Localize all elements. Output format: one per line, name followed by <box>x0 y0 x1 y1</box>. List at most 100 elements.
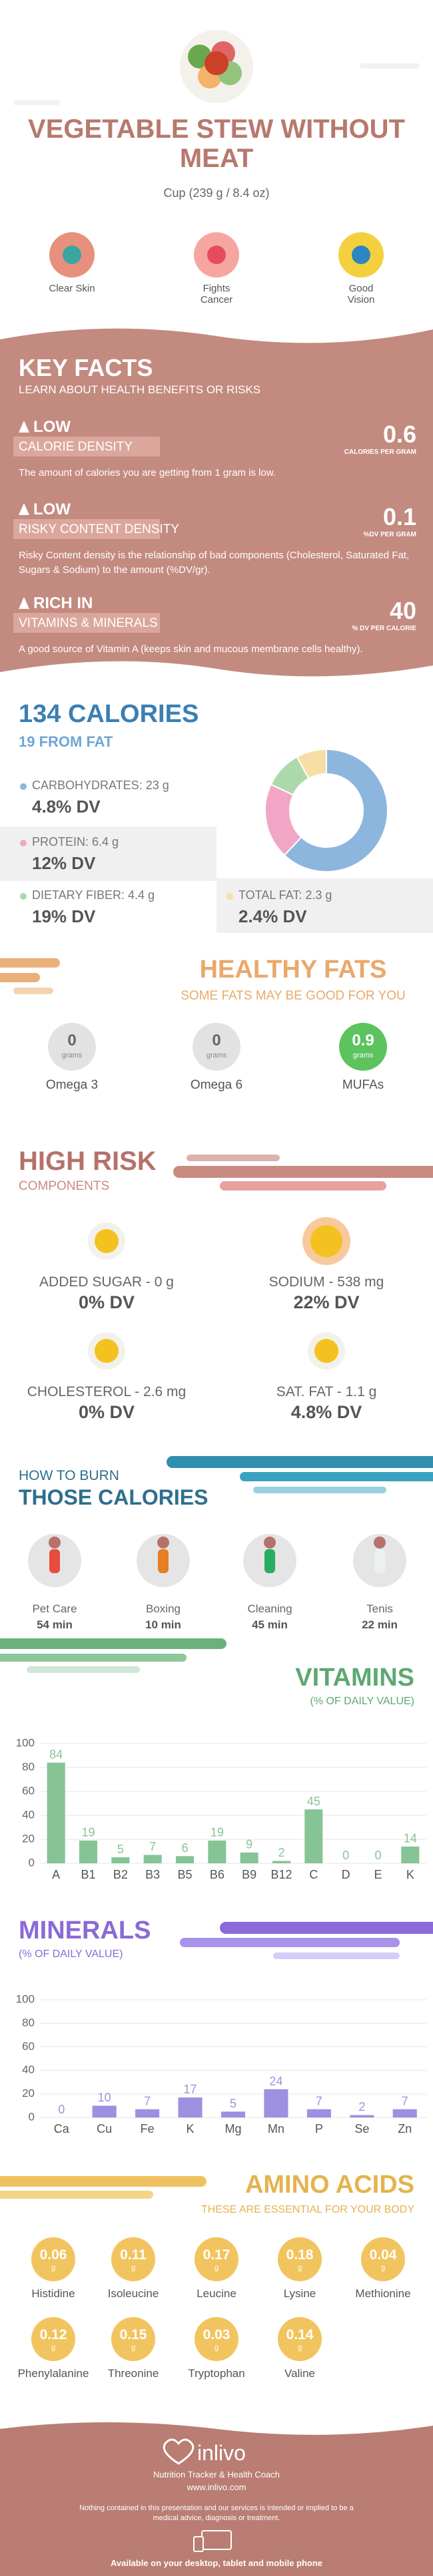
bar <box>143 1855 162 1863</box>
fact-label: RISKY CONTENT DENSITY <box>19 522 180 536</box>
fact-label: CALORIE DENSITY <box>19 440 133 454</box>
risk-dv: 22% DV <box>293 1292 360 1312</box>
x-tick-label: B5 <box>177 1868 192 1881</box>
value-label: 7 <box>149 1840 156 1853</box>
fat-name: Omega 3 <box>45 1078 99 1092</box>
amino-circle <box>31 2237 75 2281</box>
y-tick-label: 100 <box>16 1736 35 1749</box>
amino-unit: g <box>380 2264 386 2272</box>
value-label: 0 <box>374 1849 381 1862</box>
fact-icon <box>19 503 29 515</box>
activity-head <box>374 1537 386 1549</box>
legend-dot <box>20 840 27 846</box>
section-subtitle: LEARN ABOUT HEALTH BENEFITS OR RISKS <box>19 383 261 396</box>
activity-head <box>157 1537 169 1549</box>
x-tick-label: Zn <box>398 2122 412 2135</box>
amino-circle <box>195 2317 238 2361</box>
section-title: KEY FACTS <box>19 354 153 381</box>
decor-stripe <box>173 1166 433 1178</box>
value-label: 0 <box>58 2103 65 2116</box>
fact-value: 0.1 <box>382 503 416 530</box>
device-icon <box>193 2536 204 2552</box>
footer-disclaimer: Nothing contained in this presentation a… <box>79 2504 354 2523</box>
fact-icon <box>19 421 29 433</box>
y-tick-label: 20 <box>22 2087 35 2100</box>
fat-value: 0 <box>212 1031 221 1049</box>
value-label: 5 <box>117 1843 124 1856</box>
bar <box>306 2109 331 2117</box>
label-box <box>13 613 160 633</box>
activity-name: Boxing <box>146 1602 181 1615</box>
activity-body <box>158 1549 169 1573</box>
value-label: 7 <box>402 2094 408 2108</box>
fact-label: VITAMINS & MINERALS <box>19 616 158 630</box>
benefit-label: Fights Cancer <box>200 283 233 306</box>
risk-dv: 0% DV <box>78 1292 135 1312</box>
fact-unit: %DV PER GRAM <box>363 531 416 538</box>
bar <box>92 2106 117 2117</box>
nutrient-box <box>217 878 433 933</box>
legend-dot <box>226 893 233 900</box>
bar <box>401 1846 420 1863</box>
amino-name: Isoleucine <box>107 2287 159 2300</box>
y-tick-label: 40 <box>22 1808 35 1821</box>
fat-circle <box>339 1023 387 1071</box>
value-label: 10 <box>98 2091 111 2104</box>
decor-stripe <box>273 1952 400 1959</box>
x-tick-label: Ca <box>54 2122 70 2135</box>
bar <box>47 1762 65 1863</box>
benefit-label: Clear Skin <box>49 283 95 294</box>
amino-value: 0.12 <box>39 2327 67 2342</box>
nutrient-dv: 12% DV <box>32 853 96 873</box>
amino-value: 0.04 <box>369 2247 397 2263</box>
bar <box>175 1856 195 1863</box>
fact-unit: % DV PER CALORIE <box>352 625 416 632</box>
risk-icon <box>314 1339 338 1363</box>
benefit-label: Good Vision <box>347 283 375 306</box>
nutrient-name: TOTAL FAT: 2.3 g <box>238 888 332 902</box>
activity-time: 45 min <box>252 1618 288 1631</box>
activity-name: Pet Care <box>32 1602 77 1615</box>
x-tick-label: B9 <box>242 1868 256 1881</box>
bar <box>135 2109 160 2117</box>
fact-value: 0.6 <box>382 421 416 448</box>
fat-unit: grams <box>206 1051 227 1059</box>
section-title: HEALTHY FATS <box>199 956 387 984</box>
y-tick-label: 80 <box>22 2016 35 2029</box>
activity-time: 10 min <box>145 1618 181 1631</box>
footer-band <box>0 2422 433 2576</box>
amino-unit: g <box>51 2344 56 2352</box>
value-label: 17 <box>184 2083 197 2096</box>
value-label: 9 <box>246 1838 252 1851</box>
section-title: VITAMINS <box>295 1664 414 1692</box>
x-tick-label: K <box>406 1868 414 1881</box>
section-title: HOW TO BURN <box>19 1468 119 1483</box>
fat-value: 0.9 <box>352 1031 374 1049</box>
x-tick-label: B1 <box>81 1868 95 1881</box>
amino-value: 0.15 <box>119 2327 147 2342</box>
footer-available: Available on your desktop, tablet and mo… <box>110 2558 323 2568</box>
amino-circle <box>111 2317 155 2361</box>
value-label: 14 <box>404 1832 417 1845</box>
risk-icon <box>310 1225 342 1257</box>
risk-icon <box>95 1339 119 1363</box>
fact-description: The amount of calories you are getting f… <box>19 467 276 478</box>
value-label: 5 <box>230 2097 236 2110</box>
amino-name: Histidine <box>31 2287 75 2300</box>
amino-unit: g <box>131 2344 136 2352</box>
y-tick-label: 60 <box>22 1784 35 1797</box>
amino-name: Phenylalanine <box>17 2367 89 2380</box>
risk-icon <box>95 1229 119 1253</box>
value-label: 45 <box>307 1795 320 1808</box>
donut-segment <box>283 748 388 872</box>
amino-circle <box>195 2237 238 2281</box>
bar <box>304 1809 323 1863</box>
risk-name: ADDED SUGAR - 0 g <box>39 1274 174 1290</box>
bar <box>392 2109 417 2117</box>
fat-name: MUFAs <box>342 1078 384 1092</box>
risk-name: CHOLESTEROL - 2.6 mg <box>27 1384 187 1399</box>
bar <box>240 1852 258 1863</box>
y-tick-label: 20 <box>22 1832 35 1845</box>
